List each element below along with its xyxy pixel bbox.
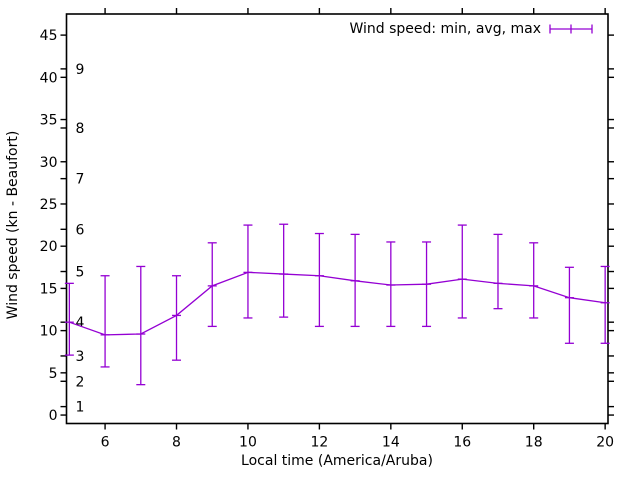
x-tick-label: 20 [596, 435, 614, 451]
beaufort-label: 4 [76, 315, 85, 331]
y-tick-label-kn: 5 [49, 366, 58, 382]
beaufort-label: 7 [76, 172, 85, 188]
legend-label: Wind speed: min, avg, max [349, 21, 541, 37]
y-tick-label-kn: 10 [40, 324, 58, 340]
y-tick-label-kn: 45 [40, 28, 58, 44]
x-tick-label: 18 [525, 435, 543, 451]
y-tick-label-kn: 30 [40, 155, 58, 171]
avg-line [69, 271, 606, 336]
x-tick-label: 8 [172, 435, 181, 451]
y-tick-label-kn: 15 [40, 281, 58, 297]
x-tick-label: 16 [453, 435, 471, 451]
y-axis-title: Wind speed (kn - Beaufort) [5, 130, 21, 320]
beaufort-label: 9 [76, 62, 85, 78]
y-tick-label-kn: 35 [40, 113, 58, 129]
plot-border [65, 13, 609, 425]
beaufort-label: 5 [76, 265, 85, 281]
y-tick-label-kn: 0 [49, 408, 58, 424]
beaufort-label: 3 [76, 349, 85, 365]
x-tick-label: 14 [382, 435, 400, 451]
x-axis-title: Local time (America/Aruba) [241, 453, 433, 469]
beaufort-label: 8 [76, 121, 85, 137]
x-tick-label: 12 [310, 435, 328, 451]
x-tick-label: 6 [101, 435, 110, 451]
beaufort-label: 6 [76, 222, 85, 238]
y-tick-label-kn: 25 [40, 197, 58, 213]
beaufort-label: 1 [76, 400, 85, 416]
x-tick-label: 10 [239, 435, 257, 451]
y-tick-label-kn: 20 [40, 239, 58, 255]
beaufort-label: 2 [76, 374, 85, 390]
y-tick-label-kn: 40 [40, 70, 58, 86]
